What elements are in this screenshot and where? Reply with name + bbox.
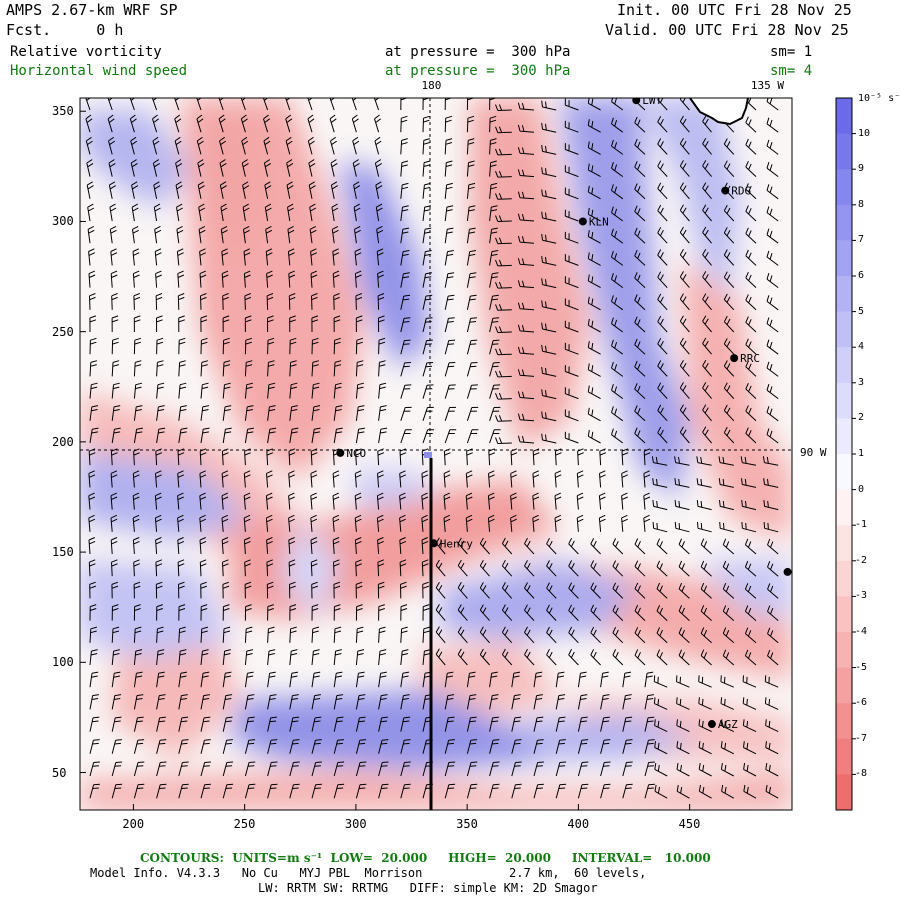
colorbar-label: -4 xyxy=(855,626,868,637)
colorbar-segment xyxy=(836,240,852,277)
meridian-label: 135 W xyxy=(750,79,784,92)
colorbar-segment xyxy=(836,596,852,633)
station-dot xyxy=(429,539,438,548)
colorbar-label: 5 xyxy=(858,305,865,317)
y-tick-label: 150 xyxy=(52,545,74,560)
wind-barb-glyphs xyxy=(85,98,779,799)
station-dot xyxy=(783,567,792,576)
colorbar-segment xyxy=(836,489,852,526)
station-label: NCO xyxy=(346,447,366,460)
colorbar-segment xyxy=(836,311,852,348)
init-time: Init. 00 UTC Fri 28 Nov 25 xyxy=(617,1,852,19)
field2-smoothing: sm= 4 xyxy=(770,63,813,79)
colorbar-segment xyxy=(836,347,852,384)
parallel-label: 90 W xyxy=(800,445,827,459)
field1-level: at pressure = 300 hPa xyxy=(385,44,571,60)
station-markers: LWT RDG KLN RRC NCO Henry AGZ xyxy=(336,94,792,731)
field1-name: Relative vorticity xyxy=(10,44,162,60)
colorbar-unit: 10⁻⁵ s⁻¹ xyxy=(858,93,900,104)
colorbar-segment xyxy=(836,738,852,775)
colorbar-segment xyxy=(836,667,852,704)
station-label: AGZ xyxy=(718,718,738,731)
coastline xyxy=(689,98,749,126)
station-dot xyxy=(707,720,716,729)
station-label: RRC xyxy=(740,352,760,365)
contours-info: CONTOURS: UNITS=m s⁻¹ LOW= 20.000 HIGH= … xyxy=(140,851,711,865)
colorbar-segment xyxy=(836,774,852,811)
colorbar-segment xyxy=(836,98,852,135)
colorbar-label: -6 xyxy=(855,697,868,709)
colorbar-segment xyxy=(836,133,852,170)
station-label: RDG xyxy=(731,185,751,198)
y-tick-label: 200 xyxy=(52,434,74,449)
colorbar-label: 2 xyxy=(858,412,865,424)
station-label: LWT xyxy=(642,94,662,107)
physics-schemes: LW: RRTM SW: RRTMG DIFF: simple KM: 2D S… xyxy=(258,881,598,895)
colorbar-segment xyxy=(836,560,852,597)
field1-smoothing: sm= 1 xyxy=(770,44,813,60)
station-dot xyxy=(578,217,587,226)
colorbar-segment xyxy=(836,632,852,669)
station-dot xyxy=(721,186,730,195)
colorbar-segment xyxy=(836,525,852,562)
colorbar-label: -2 xyxy=(855,554,868,566)
colorbar-segment xyxy=(836,169,852,206)
y-tick-label: 100 xyxy=(52,655,74,670)
x-tick-label: 200 xyxy=(122,817,145,831)
y-tick-label: 50 xyxy=(52,765,67,780)
field2-name: Horizontal wind speed xyxy=(10,63,188,79)
colorbar-segment xyxy=(836,703,852,740)
station-dot xyxy=(632,98,641,105)
y-tick-label: 300 xyxy=(52,214,74,229)
x-tick-label: 250 xyxy=(233,817,256,831)
y-tick-label: 350 xyxy=(52,104,74,119)
colorbar-label: 8 xyxy=(858,198,865,210)
colorbar-label: -1 xyxy=(855,519,868,531)
colorbar-frame xyxy=(835,97,853,811)
colorbar-label: -7 xyxy=(855,732,868,744)
station-dot xyxy=(730,354,739,363)
y-tick-label: 250 xyxy=(52,324,74,339)
x-tick-label: 400 xyxy=(567,817,590,831)
axis-ticks xyxy=(80,110,691,810)
model-title: AMPS 2.67-km WRF SP xyxy=(6,1,178,19)
colorbar-label: 0 xyxy=(858,483,865,495)
colorbar xyxy=(836,98,856,811)
x-tick-label: 450 xyxy=(678,817,701,831)
colorbar-segment xyxy=(836,204,852,241)
colorbar-label: -3 xyxy=(855,590,868,602)
colorbar-segment xyxy=(836,276,852,313)
colorbar-label: 6 xyxy=(858,270,865,281)
colorbar-segment xyxy=(836,454,852,491)
colorbar-label: 4 xyxy=(858,341,865,353)
colorbar-label: -5 xyxy=(855,661,868,673)
plot-frame xyxy=(79,97,793,811)
field2-level: at pressure = 300 hPa xyxy=(385,63,571,79)
colorbar-label: 3 xyxy=(858,376,865,388)
station-label: Henry xyxy=(440,537,473,550)
colorbar-label: 7 xyxy=(858,234,865,246)
station-label: KLN xyxy=(589,215,609,228)
colorbar-label: 9 xyxy=(858,163,865,175)
x-tick-label: 300 xyxy=(344,817,367,831)
wind-barbs xyxy=(85,98,779,799)
colorbar-label: 1 xyxy=(858,448,865,459)
vorticity-field: LWT RDG KLN RRC NCO Henry AGZ xyxy=(80,94,792,810)
colorbar-segment xyxy=(836,382,852,419)
colorbar-label: -8 xyxy=(855,768,868,780)
colorbar-segment xyxy=(836,418,852,455)
valid-time: Valid. 00 UTC Fri 28 Nov 25 xyxy=(605,21,849,39)
forecast-hour: Fcst. 0 h xyxy=(6,21,124,39)
model-info: Model Info. V4.3.3 No Cu MYJ PBL Morriso… xyxy=(90,866,647,880)
cross-section-marker xyxy=(424,452,432,458)
colorbar-label: 10 xyxy=(858,127,871,139)
x-tick-label: 350 xyxy=(456,817,478,831)
station-dot xyxy=(336,448,345,457)
meridian-label: 180 xyxy=(421,79,442,92)
